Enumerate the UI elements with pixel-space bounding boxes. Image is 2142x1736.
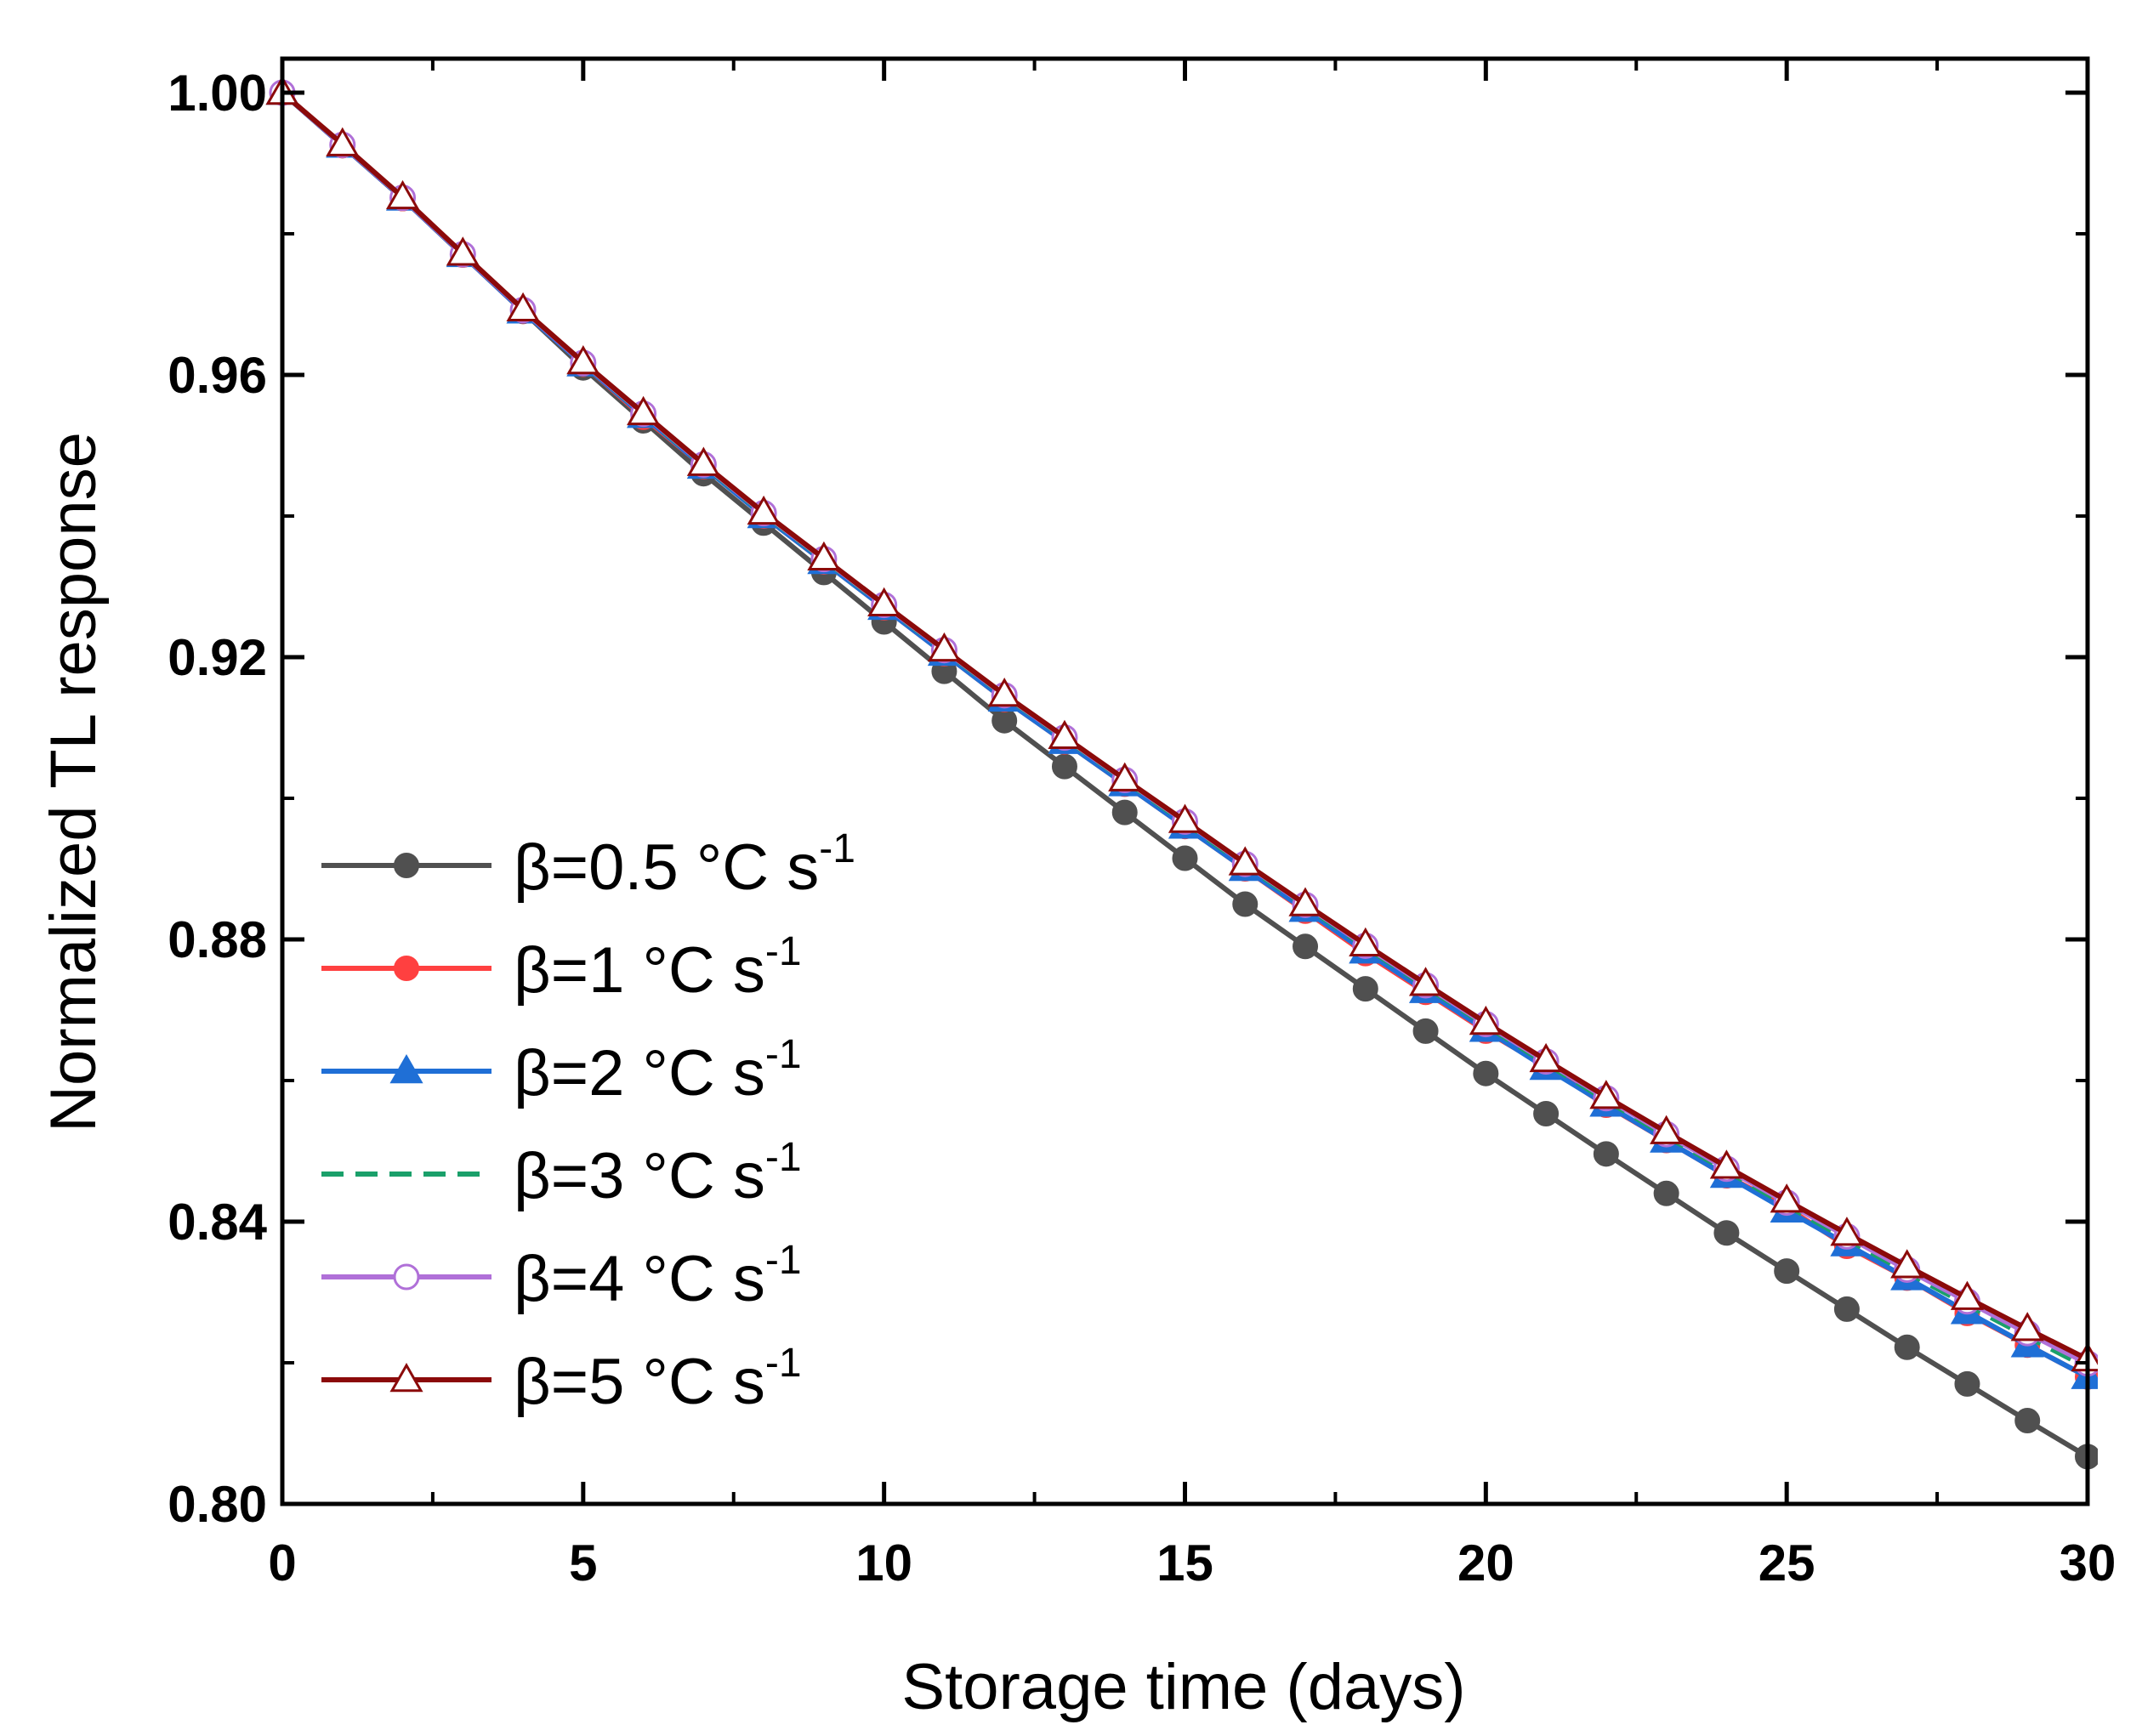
data-point [1412, 1018, 1439, 1044]
data-point [1111, 799, 1138, 825]
data-point [1653, 1180, 1679, 1206]
data-point [1774, 1258, 1800, 1285]
x-tick-label: 10 [855, 1535, 912, 1591]
x-tick-label: 20 [1457, 1535, 1514, 1591]
data-point [385, 179, 420, 210]
tick-labels-layer: 0 5 10 15 20 25 30 0.80 0.84 0.88 0.92 0.96 1.00 [168, 65, 2116, 1591]
data-point [1830, 1217, 1864, 1246]
y-tick-label: 0.88 [168, 911, 267, 968]
data-point [1529, 1042, 1563, 1073]
data-point [1770, 1183, 1804, 1213]
y-tick-label: 1.00 [168, 65, 267, 122]
data-point [1108, 762, 1142, 791]
x-axis-title: Storage time (days) [901, 1651, 1465, 1723]
legend-item: β=1 °C s-1 [321, 929, 802, 1007]
data-point [2014, 1408, 2041, 1434]
legend-label: β=2 °C s-1 [514, 1032, 802, 1109]
data-point [1589, 1080, 1623, 1109]
data-point [1469, 1005, 1503, 1035]
data-point [1650, 1115, 1684, 1144]
data-point [1288, 887, 1322, 916]
series-layer [265, 75, 2098, 1470]
data-point [867, 587, 901, 616]
data-point [1232, 891, 1258, 917]
y-tick-label: 0.80 [168, 1476, 267, 1533]
legend-item: β=5 °C s-1 [321, 1341, 802, 1418]
legend-label: β=5 °C s-1 [514, 1341, 802, 1418]
data-point [1168, 803, 1202, 833]
data-point [807, 541, 841, 571]
data-point [566, 345, 600, 375]
data-point [326, 127, 360, 156]
data-point [1349, 927, 1383, 957]
data-point [991, 707, 1018, 734]
legend-item: β=4 °C s-1 [321, 1238, 802, 1315]
data-point [627, 395, 661, 426]
data-point [1709, 1149, 1743, 1179]
data-point [1048, 719, 1082, 750]
data-point [446, 236, 480, 266]
legend-marker [389, 1053, 423, 1084]
data-point [1890, 1249, 1924, 1279]
legend-marker [389, 1362, 423, 1393]
data-point [1593, 1141, 1619, 1167]
ticks-layer [280, 59, 2090, 1506]
data-point [1954, 1370, 1980, 1397]
y-tick-label: 0.84 [168, 1194, 267, 1251]
legend-marker [394, 853, 419, 878]
legend-marker [393, 1263, 420, 1291]
legend-item: β=2 °C s-1 [321, 1032, 802, 1109]
legend-label: β=1 °C s-1 [514, 929, 802, 1007]
data-point [686, 446, 720, 476]
legend-label: β=0.5 °C s-1 [514, 826, 855, 904]
data-point [1894, 1334, 1920, 1360]
y-tick-label: 0.96 [168, 347, 267, 404]
data-point [1408, 967, 1443, 996]
legend-label: β=4 °C s-1 [514, 1238, 802, 1315]
x-tick-label: 25 [1758, 1535, 1815, 1591]
data-point [1833, 1296, 1860, 1322]
data-point [747, 495, 781, 525]
data-point [1352, 976, 1378, 1002]
x-tick-label: 30 [2060, 1535, 2116, 1591]
y-axis-title: Normalized TL response [37, 432, 110, 1132]
data-point [1228, 846, 1262, 876]
data-point [1051, 753, 1077, 780]
legend-item: β=0.5 °C s-1 [321, 826, 855, 904]
legend-item: β=3 °C s-1 [321, 1135, 802, 1212]
x-tick-label: 0 [268, 1535, 296, 1591]
data-point [1473, 1060, 1499, 1086]
x-tick-label: 15 [1156, 1535, 1213, 1591]
data-point [927, 632, 962, 662]
data-point [1950, 1280, 1985, 1310]
data-point [1293, 933, 1319, 960]
data-point [1533, 1101, 1560, 1127]
data-point [1713, 1220, 1740, 1246]
x-tick-label: 5 [569, 1535, 597, 1591]
data-point [1172, 845, 1198, 871]
legend-marker [394, 956, 419, 981]
data-point [506, 292, 540, 322]
data-point [2010, 1312, 2044, 1342]
legend: β=0.5 °C s-1 β=1 °C s-1 β=2 °C s-1 β=3 °C s… [321, 826, 855, 1418]
y-tick-label: 0.92 [168, 629, 267, 686]
data-point [987, 677, 1021, 707]
legend-label: β=3 °C s-1 [514, 1135, 802, 1212]
